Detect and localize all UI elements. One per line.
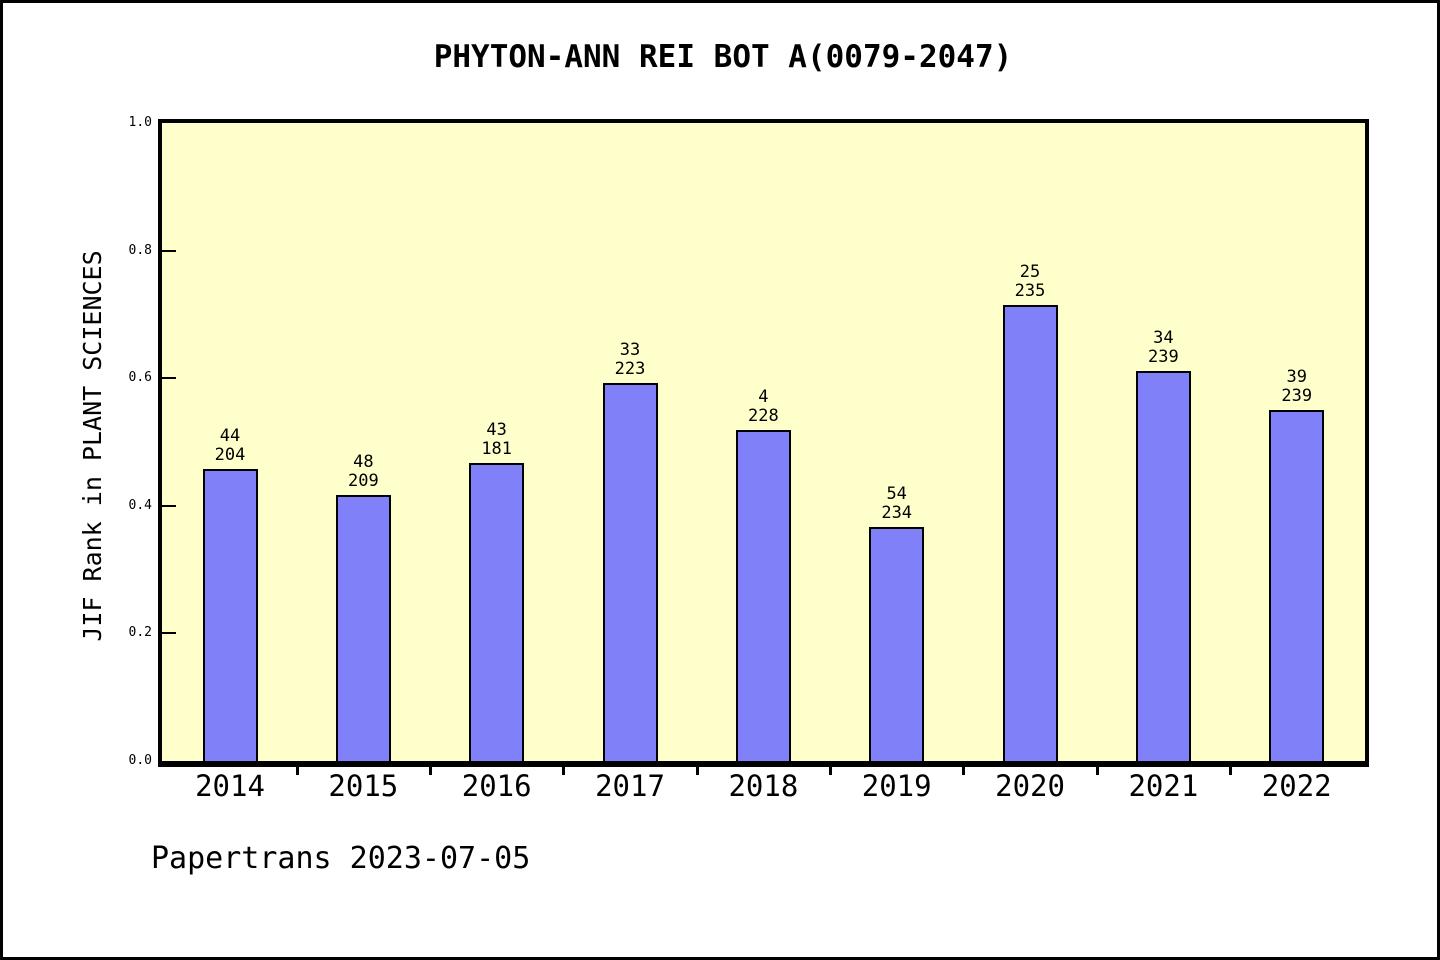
y-tick-label-1.0: 1.0	[128, 115, 152, 130]
x-tick-label-2019: 2019	[861, 769, 932, 803]
y-tick-mark-0.2	[162, 632, 176, 635]
y-tick-label-0.8: 0.8	[128, 242, 152, 258]
y-tick-label-0.4: 0.4	[128, 497, 152, 513]
x-tick-label-2021: 2021	[1128, 769, 1199, 803]
bar-value-label: 48 209	[347, 452, 379, 491]
y-tick-label-0.2: 0.2	[128, 625, 152, 641]
bar-value-label: 25 235	[1014, 262, 1046, 301]
bar-value-label: 39 239	[1281, 367, 1313, 406]
x-tick-label-2020: 2020	[995, 769, 1065, 803]
x-tick-label-2016: 2016	[461, 769, 532, 803]
x-boundary-tick	[1095, 767, 1099, 775]
y-axis-title: JIF Rank in PLANT SCIENCES	[78, 250, 107, 642]
footer-note: Papertrans 2023-07-05	[151, 841, 531, 876]
bar-value-label: 34 239	[1148, 328, 1179, 367]
x-boundary-tick	[695, 767, 699, 775]
x-tick-label-2022: 2022	[1261, 769, 1332, 803]
x-tick-label-2017: 2017	[595, 769, 665, 803]
x-boundary-tick	[295, 767, 299, 775]
y-tick-mark-0.6	[162, 377, 176, 380]
x-tick-label-2014: 2014	[195, 769, 265, 803]
x-tick-label-2015: 2015	[328, 769, 399, 803]
y-tick-label-0.0: 0.0	[128, 753, 152, 768]
y-tick-mark-0.8	[162, 249, 176, 252]
x-tick-label-2018: 2018	[728, 769, 799, 803]
bar-value-label: 44 204	[214, 426, 246, 465]
x-boundary-tick	[829, 767, 833, 775]
x-boundary-tick	[962, 767, 966, 775]
bar-value-label: 54 234	[881, 484, 913, 523]
x-boundary-tick	[429, 767, 432, 775]
chart-title: PHYTON-ANN REI BOT A(0079-2047)	[433, 39, 1013, 75]
x-boundary-tick	[562, 767, 566, 775]
bar-value-label: 43 181	[481, 420, 513, 459]
plot-area	[158, 119, 1369, 767]
bar-value-label: 4 228	[748, 387, 779, 426]
y-tick-mark-0.4	[162, 504, 176, 507]
bar-value-label: 33 223	[614, 340, 646, 379]
y-tick-label-0.6: 0.6	[128, 370, 152, 386]
x-boundary-tick	[1229, 767, 1233, 775]
